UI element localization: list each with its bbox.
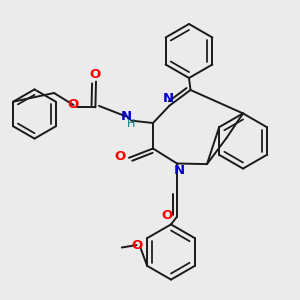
Text: O: O (68, 98, 79, 112)
Text: H: H (127, 118, 135, 129)
Text: O: O (131, 238, 142, 252)
Text: O: O (114, 150, 126, 164)
Text: N: N (174, 164, 185, 177)
Text: O: O (89, 68, 101, 82)
Text: N: N (120, 110, 132, 123)
Text: N: N (162, 92, 174, 105)
Text: O: O (162, 209, 173, 222)
